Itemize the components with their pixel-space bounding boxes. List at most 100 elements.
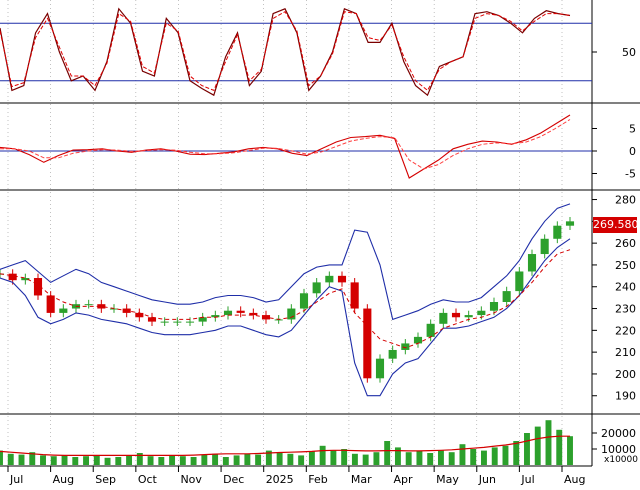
candle-body <box>527 254 537 272</box>
month-label: Mar <box>351 473 372 486</box>
volume-bar <box>115 457 122 465</box>
candle-body <box>540 238 549 255</box>
volume-bar <box>40 455 46 465</box>
volume-bar <box>384 441 391 465</box>
month-label: Jun <box>478 473 496 486</box>
volume-bar <box>276 452 283 465</box>
macd-axis-label: 0 <box>629 145 636 158</box>
macd-panel <box>0 114 592 179</box>
candle-body <box>565 221 575 226</box>
candle-body <box>59 308 68 313</box>
candle-body <box>388 349 397 359</box>
bollinger-upper-band <box>0 203 571 321</box>
stoch-axis-label: 50 <box>622 46 636 59</box>
volume-bar <box>502 445 509 465</box>
volume-bar <box>0 450 3 465</box>
volume-bar <box>373 452 380 465</box>
candle-body <box>287 308 296 320</box>
last-price-badge: 269.580 <box>593 217 639 233</box>
volume-axis-label: 10000 <box>601 443 636 456</box>
candle-body <box>211 315 220 318</box>
volume-bar <box>513 441 520 465</box>
month-gridlines <box>7 0 563 466</box>
volume-bar <box>319 445 326 465</box>
month-label: Aug <box>564 473 585 486</box>
price-axis-label: 230 <box>615 303 636 316</box>
volume-bar <box>50 456 57 465</box>
candle-body <box>477 310 486 316</box>
price-panel <box>0 203 575 397</box>
candle-body <box>464 315 473 318</box>
volume-bar <box>158 457 165 465</box>
volume-bar <box>524 433 530 465</box>
month-label: Dec <box>223 473 244 486</box>
candle-body <box>337 275 347 283</box>
volume-bar <box>61 455 68 465</box>
volume-bar <box>255 454 262 465</box>
volume-bar <box>470 449 477 465</box>
candle-body <box>135 312 144 318</box>
price-axis-label: 240 <box>615 281 636 294</box>
month-label: Oct <box>138 473 158 486</box>
candle-body <box>249 312 258 316</box>
candle-body <box>439 312 448 324</box>
macd-line <box>0 114 571 179</box>
volume-bar <box>83 456 89 465</box>
price-axis-label: 200 <box>615 368 636 381</box>
volume-bar <box>405 452 412 465</box>
volume-bar <box>330 450 337 465</box>
volume-bar <box>179 456 186 465</box>
price-axis-label: 260 <box>615 237 636 250</box>
candle-body <box>33 278 43 296</box>
volume-bar <box>72 457 79 465</box>
candle-body <box>97 304 106 309</box>
volume-bar <box>545 420 552 465</box>
month-label: Jul <box>9 473 23 486</box>
volume-bar <box>287 453 294 465</box>
month-label: Feb <box>308 473 327 486</box>
y-axis-labels: 5050-52802702602502402302202102001902000… <box>592 46 638 465</box>
panel-frames <box>0 0 640 467</box>
volume-bar <box>147 456 154 465</box>
month-label: Sep <box>95 473 116 486</box>
volume-bar <box>351 453 358 465</box>
candle-body <box>223 310 233 316</box>
stoch-d-line <box>0 11 571 92</box>
candle-body <box>84 304 93 306</box>
volume-bar <box>567 436 573 465</box>
candle-body <box>160 321 169 323</box>
candle-body <box>325 275 334 283</box>
bollinger-middle-band <box>0 249 571 349</box>
volume-bar <box>534 426 541 465</box>
candle-body <box>375 358 385 379</box>
candle-body <box>147 317 157 322</box>
volume-bar <box>394 447 401 465</box>
candle-body <box>489 302 499 311</box>
volume-bar <box>362 454 369 465</box>
volume-multiplier-label: x10000 <box>604 455 638 465</box>
month-label: Apr <box>394 473 414 486</box>
volume-bar <box>7 453 14 465</box>
candle-body <box>173 321 182 323</box>
month-label: 2025 <box>266 473 294 486</box>
volume-panel <box>0 420 573 465</box>
candle-body <box>350 282 359 309</box>
price-axis-label: 190 <box>615 390 636 403</box>
candle-body <box>363 308 372 379</box>
volume-bar <box>308 451 315 465</box>
volume-bar <box>298 455 305 465</box>
volume-bar <box>481 450 487 465</box>
price-axis-label: 280 <box>615 194 636 207</box>
candle-body <box>515 271 524 292</box>
candle-body <box>502 291 511 302</box>
candle-body <box>109 308 119 310</box>
candle-body <box>426 323 435 337</box>
bollinger-lower-band <box>0 238 571 397</box>
candle-body <box>21 278 30 281</box>
volume-bar <box>556 429 563 465</box>
volume-bar <box>93 455 100 465</box>
macd-axis-label: -5 <box>625 168 636 181</box>
volume-bar <box>136 453 143 465</box>
month-label: May <box>436 473 459 486</box>
